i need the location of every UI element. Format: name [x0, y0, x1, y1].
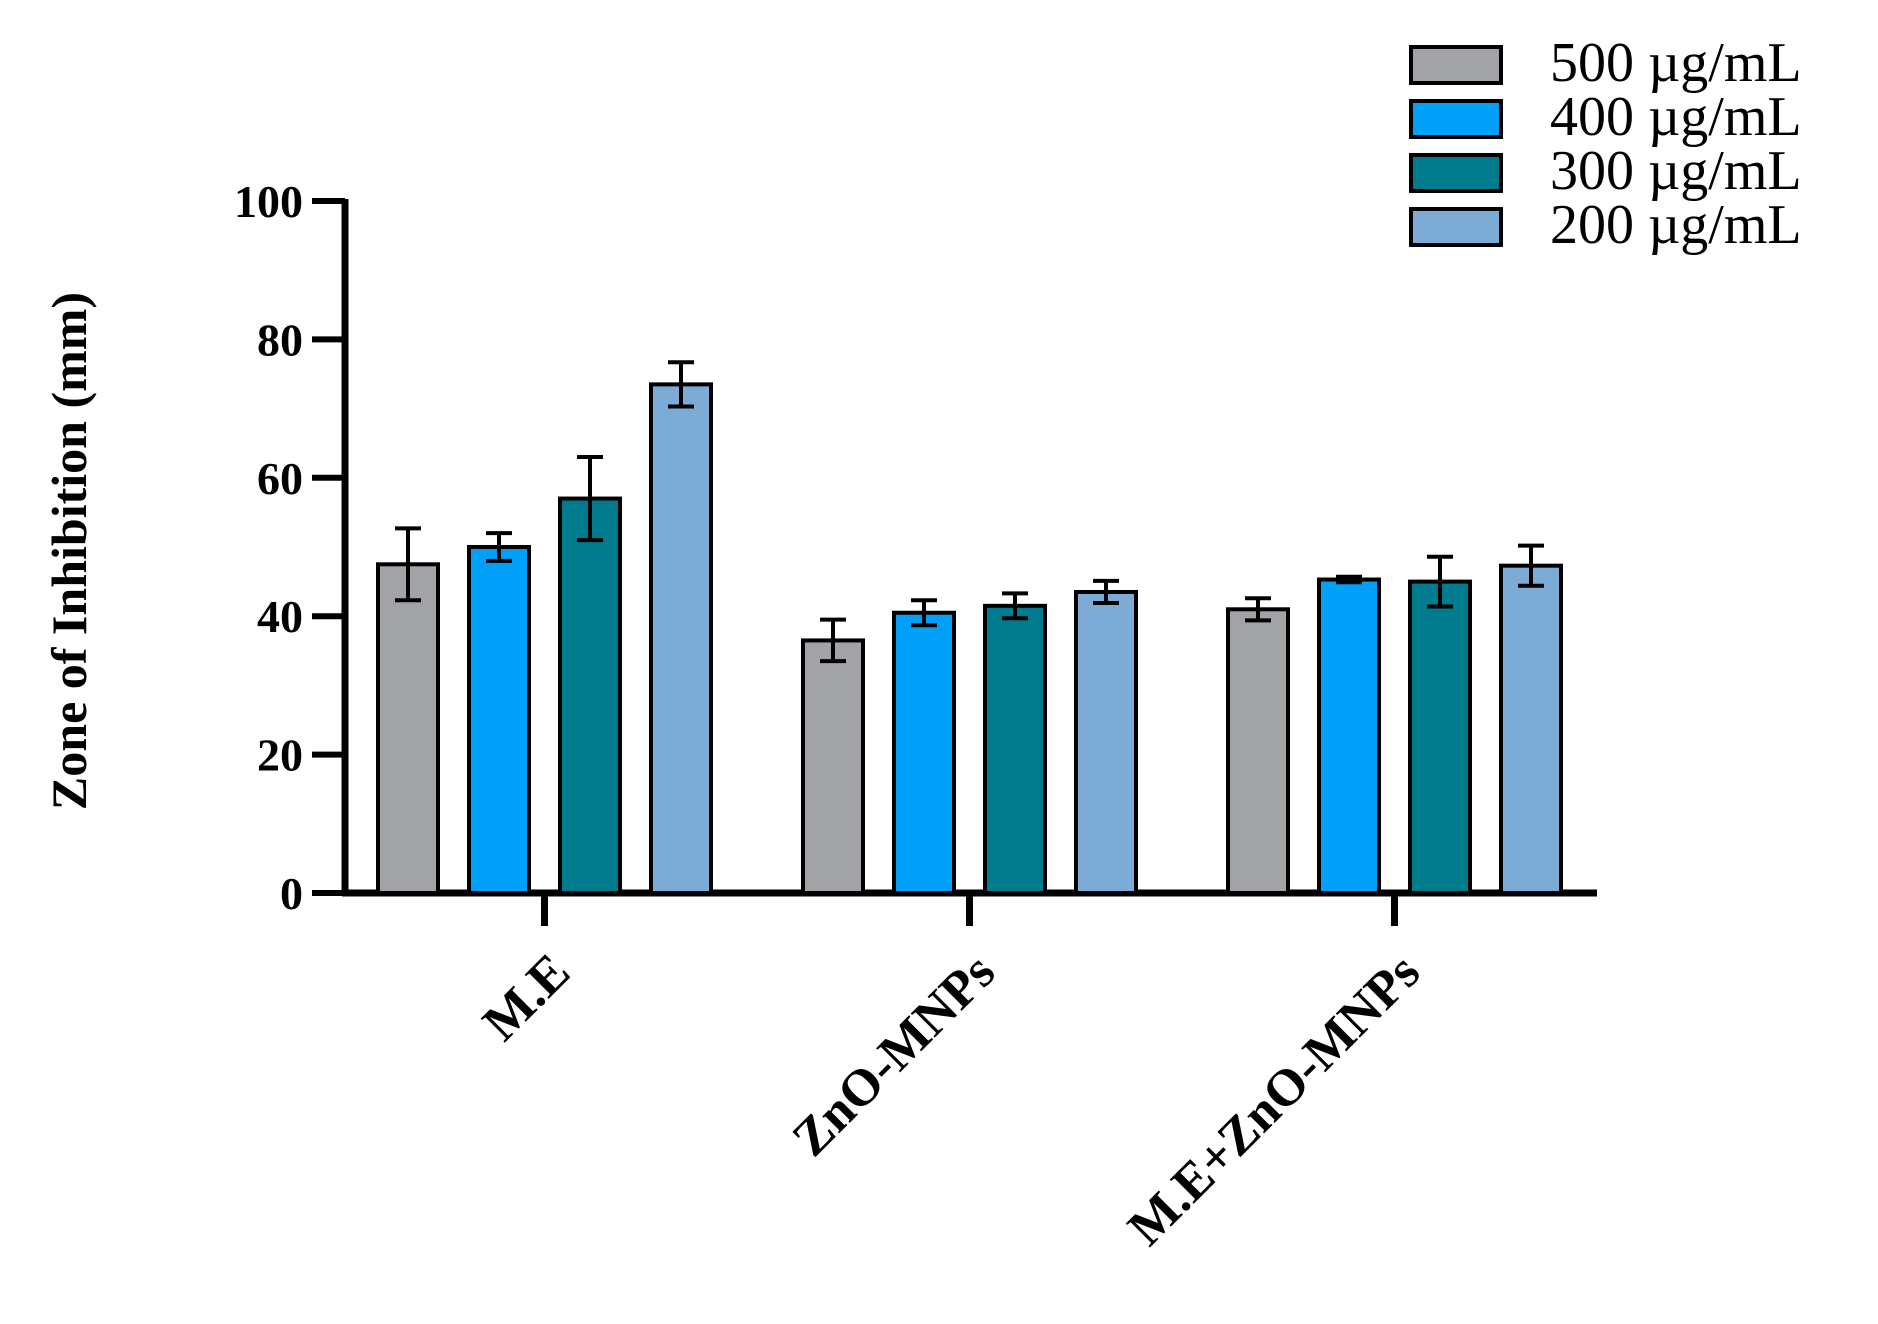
bar — [1226, 607, 1290, 896]
legend-label: 200 µg/mL — [1550, 194, 1802, 256]
y-tick-label: 40 — [257, 591, 303, 642]
bar — [376, 562, 440, 895]
legend-swatch — [1409, 99, 1503, 139]
legend-label: 500 µg/mL — [1550, 32, 1802, 94]
legend-swatch — [1409, 45, 1503, 85]
bar — [467, 545, 531, 895]
legend-label: 300 µg/mL — [1550, 140, 1802, 202]
legend-swatch — [1409, 207, 1503, 247]
bar — [1408, 579, 1472, 895]
bar — [1317, 577, 1381, 895]
bar — [892, 610, 956, 895]
axes — [312, 198, 1597, 926]
x-category-label: ZnO-MNPs — [782, 943, 1006, 1167]
legend-label: 400 µg/mL — [1550, 86, 1802, 148]
bar — [983, 603, 1047, 895]
bar — [1074, 589, 1138, 895]
y-tick-label: 100 — [234, 176, 303, 227]
x-category-label: M.E+ZnO-MNPs — [1117, 943, 1431, 1257]
bars — [376, 382, 1563, 896]
y-tick-label: 20 — [257, 730, 303, 781]
y-axis-title: Zone of Inhibition (mm) — [41, 292, 97, 810]
error-bars — [395, 360, 1544, 664]
y-tick-label: 0 — [280, 868, 303, 919]
bar — [558, 496, 622, 895]
bar — [1499, 563, 1563, 896]
x-category-label: M.E — [472, 943, 581, 1052]
y-tick-label: 60 — [257, 453, 303, 504]
axis-labels: 0 20 40 60 80 100 Zone of Inhibition (mm) M.E Zn… — [41, 176, 1431, 1257]
bar — [649, 382, 713, 895]
bar — [801, 638, 865, 895]
y-tick-label: 80 — [257, 314, 303, 365]
legend-swatch — [1409, 153, 1503, 193]
